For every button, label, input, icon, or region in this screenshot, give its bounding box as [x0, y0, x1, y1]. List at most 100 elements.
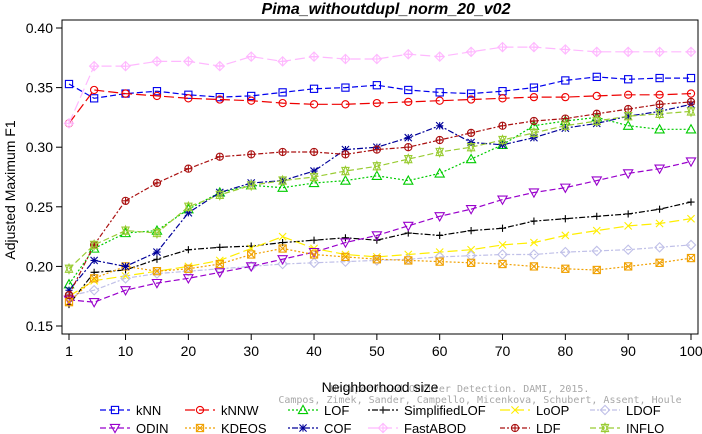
- data-point-odin: [88, 298, 100, 308]
- data-point-inflo: [655, 107, 665, 120]
- legend-label-ldof: LDOF: [626, 403, 661, 418]
- legend-marker-kdeos: [195, 423, 205, 433]
- data-point-cof: [655, 107, 664, 116]
- legend-item-cof: COF: [288, 421, 352, 434]
- data-point-kdeos: [184, 264, 193, 273]
- series-knn: [64, 72, 696, 103]
- data-point-inflo: [435, 145, 445, 158]
- data-point-simplifiedlof: [593, 212, 601, 220]
- series-line-knn: [68, 76, 691, 99]
- legend-marker-knn: [110, 405, 120, 415]
- data-point-knn: [466, 89, 476, 98]
- series-knnw: [64, 85, 696, 128]
- legend-marker-simplifiedlof: [379, 406, 387, 414]
- data-point-knnw: [184, 94, 193, 103]
- data-point-ldf: [184, 164, 193, 173]
- data-point-loop: [624, 221, 633, 230]
- legend-item-simplifiedlof: SimplifiedLOF: [368, 403, 486, 418]
- legend-label-ldf: LDF: [536, 421, 561, 434]
- data-point-ldf: [341, 150, 350, 159]
- data-point-fastabod: [497, 41, 508, 53]
- data-point-knn: [89, 94, 99, 103]
- series-line-ldf: [68, 101, 692, 296]
- data-point-odin: [559, 183, 571, 194]
- x-tick-label: 70: [495, 343, 511, 359]
- data-point-simplifiedlof: [216, 243, 224, 251]
- data-point-simplifiedlof: [341, 234, 350, 242]
- data-point-odin: [685, 157, 697, 168]
- y-tick-label: 0.20: [26, 258, 53, 274]
- data-point-loop: [498, 240, 507, 249]
- data-point-lof: [151, 224, 163, 235]
- data-point-cof: [152, 248, 161, 257]
- data-point-inflo: [121, 224, 130, 237]
- data-point-ldf: [121, 196, 130, 205]
- x-tick-label: 100: [679, 343, 702, 359]
- data-point-inflo: [246, 179, 256, 192]
- legend-marker-lof: [297, 404, 309, 415]
- legend-label-odin: ODIN: [136, 421, 169, 434]
- data-point-ldof: [654, 241, 665, 253]
- y-tick-label: 0.30: [26, 139, 53, 155]
- credit-line-1: Unsupervised Outlier Detection. DAMI, 20…: [331, 384, 590, 395]
- series-group: [63, 41, 697, 309]
- data-point-kdeos: [341, 252, 350, 262]
- credit-watermark: Unsupervised Outlier Detection. DAMI, 20…: [278, 384, 681, 406]
- data-point-fastabod: [685, 46, 697, 58]
- legend-item-ldf: LDF: [500, 421, 561, 434]
- data-point-inflo: [403, 153, 413, 166]
- data-point-kdeos: [247, 250, 256, 259]
- data-point-knn: [404, 85, 413, 95]
- data-point-knn: [184, 90, 193, 99]
- data-point-lof: [434, 167, 446, 178]
- data-point-ldf: [686, 97, 696, 107]
- data-point-knnw: [89, 85, 99, 95]
- data-point-ldof: [308, 257, 320, 269]
- data-point-loop: [529, 238, 538, 247]
- legend-item-lof: LOF: [288, 403, 349, 418]
- x-tick-label: 80: [558, 343, 574, 359]
- data-point-lof: [622, 120, 634, 130]
- series-kdeos: [64, 244, 696, 307]
- data-point-kdeos: [655, 258, 664, 267]
- data-point-kdeos: [152, 267, 162, 276]
- data-point-knnw: [466, 95, 476, 104]
- data-point-kdeos: [309, 250, 319, 259]
- chart-title: Pima_withoutdupl_norm_20_v02: [262, 1, 511, 18]
- data-point-simplifiedlof: [498, 224, 507, 232]
- data-point-cof: [435, 121, 444, 130]
- data-point-lof: [402, 174, 414, 185]
- data-point-ldf: [64, 290, 74, 300]
- series-line-knnw: [68, 89, 692, 124]
- data-point-knn: [278, 88, 287, 97]
- legend-label-fastabod: FastABOD: [404, 421, 466, 434]
- data-point-kdeos: [278, 244, 287, 253]
- data-point-kdeos: [215, 259, 224, 269]
- data-point-lof: [277, 182, 289, 192]
- data-point-fastabod: [528, 41, 540, 53]
- x-tick-label: 60: [432, 343, 448, 359]
- x-tick-label: 10: [118, 343, 134, 359]
- data-point-fastabod: [63, 117, 75, 129]
- series-line-odin: [68, 160, 692, 303]
- data-point-cof: [215, 188, 224, 197]
- data-point-fastabod: [277, 55, 288, 67]
- data-point-odin: [214, 268, 226, 279]
- data-point-fastabod: [245, 51, 257, 62]
- data-point-knnw: [309, 100, 319, 109]
- data-point-knnw: [435, 96, 444, 105]
- data-point-odin: [182, 274, 194, 285]
- legend-marker-loop: [511, 406, 519, 414]
- data-point-loop: [278, 232, 287, 241]
- data-point-knnw: [152, 91, 162, 101]
- series-cof: [65, 100, 695, 295]
- data-point-lof: [465, 153, 477, 164]
- data-point-fastabod: [654, 46, 665, 58]
- data-point-ldf: [466, 128, 476, 138]
- data-point-ldf: [529, 116, 539, 126]
- series-simplifiedlof: [65, 198, 695, 309]
- data-point-fastabod: [308, 51, 320, 62]
- legend-marker-ldof: [599, 404, 611, 416]
- data-point-kdeos: [498, 259, 507, 269]
- data-point-ldf: [152, 178, 162, 188]
